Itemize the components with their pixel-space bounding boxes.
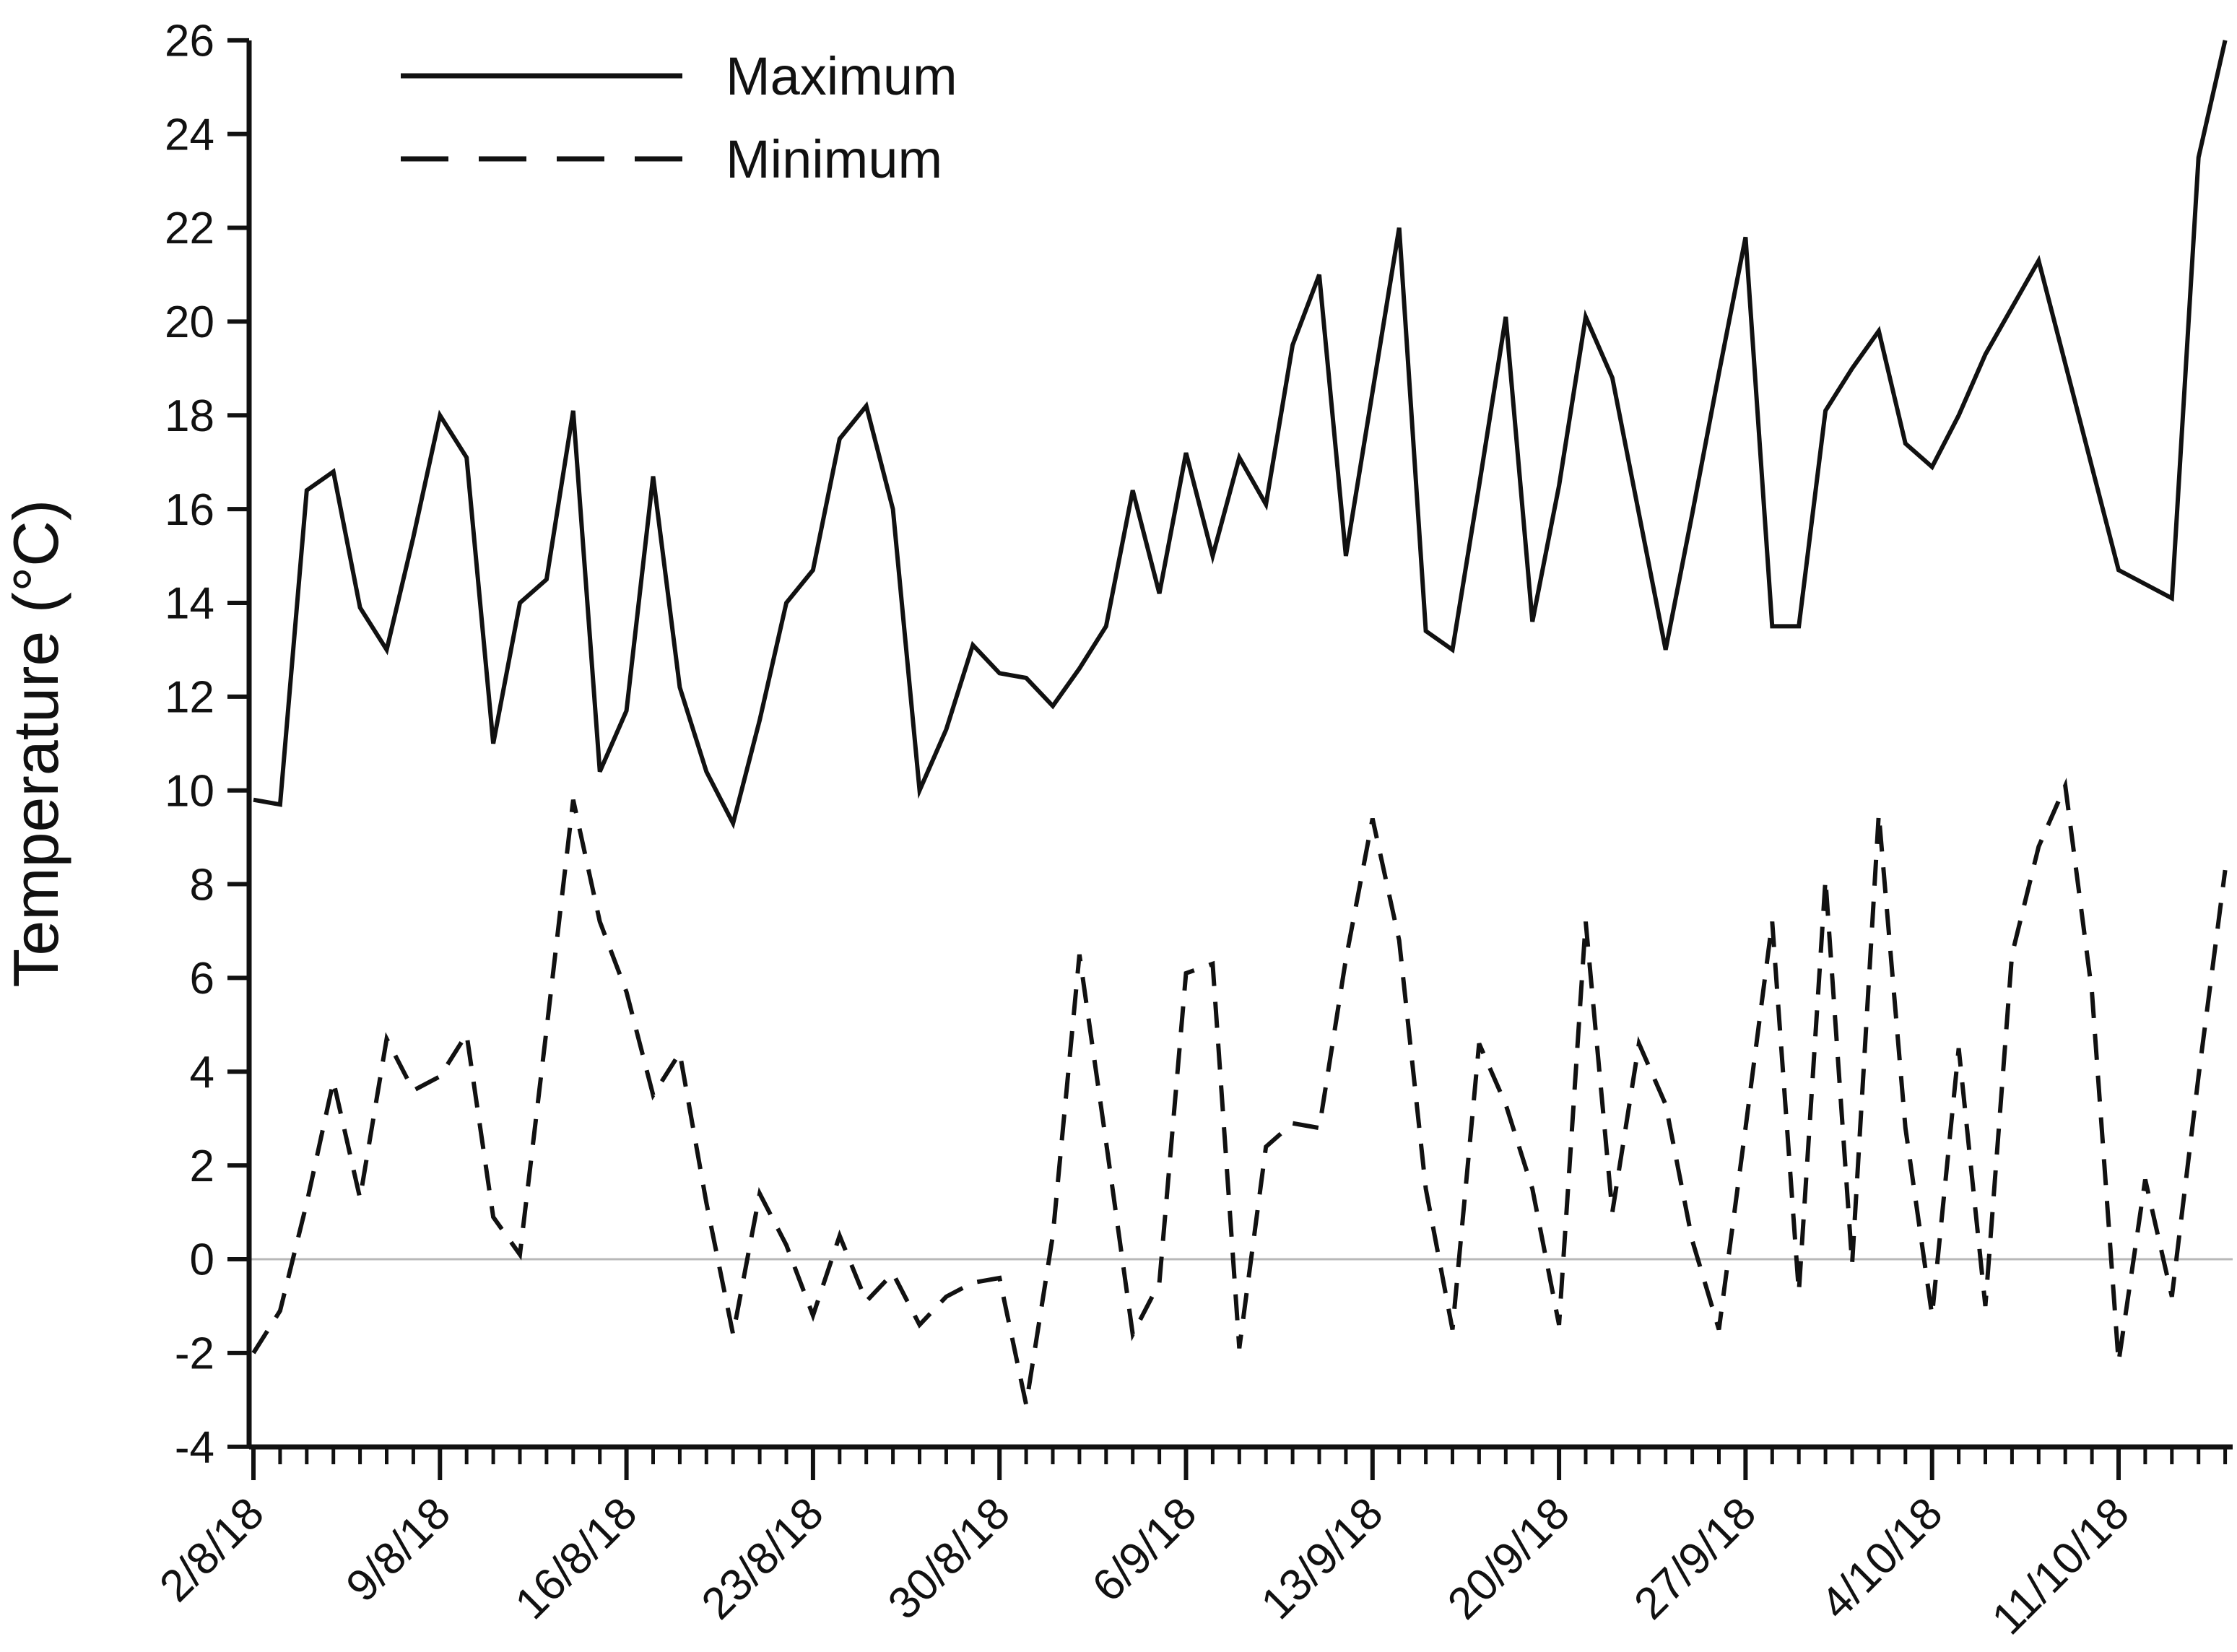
y-tick-label: 16 [165,485,214,535]
x-tick-label: 27/9/18 [1625,1488,1765,1629]
y-axis-title: Temperature (°C) [0,500,71,988]
x-tick-label: 30/8/18 [879,1488,1020,1629]
y-tick-label: 2 [190,1142,214,1191]
x-tick-label: 2/8/18 [150,1488,274,1612]
x-tick-label: 13/9/18 [1252,1488,1393,1629]
y-tick-label: 22 [165,204,214,253]
series-line-maximum [253,40,2228,830]
y-tick-label: -4 [175,1422,214,1472]
x-tick-label: 4/10/18 [1812,1488,1953,1629]
y-tick-label: 14 [165,579,214,629]
x-tick-label: 6/9/18 [1083,1488,1207,1612]
y-tick-label: 8 [190,860,214,910]
y-tick-label: 20 [165,297,214,347]
y-tick-label: -2 [175,1329,214,1379]
x-tick-label: 16/8/18 [505,1488,646,1629]
x-tick-label: 23/8/18 [692,1488,833,1629]
x-tick-label: 11/10/18 [1983,1488,2139,1644]
y-tick-label: 26 [165,17,214,66]
y-tick-label: 24 [165,110,214,160]
y-tick-label: 10 [165,766,214,816]
y-tick-label: 12 [165,673,214,723]
x-tick-label: 20/9/18 [1438,1488,1579,1629]
y-tick-label: 0 [190,1235,214,1285]
legend-label-maximum: Maximum [726,46,957,106]
series-line-minimum [251,778,2228,1405]
y-tick-label: 4 [190,1048,214,1097]
y-tick-label: 6 [190,954,214,1004]
legend-label-minimum: Minimum [726,129,942,189]
y-tick-label: 18 [165,391,214,441]
x-tick-label: 9/8/18 [337,1488,461,1612]
